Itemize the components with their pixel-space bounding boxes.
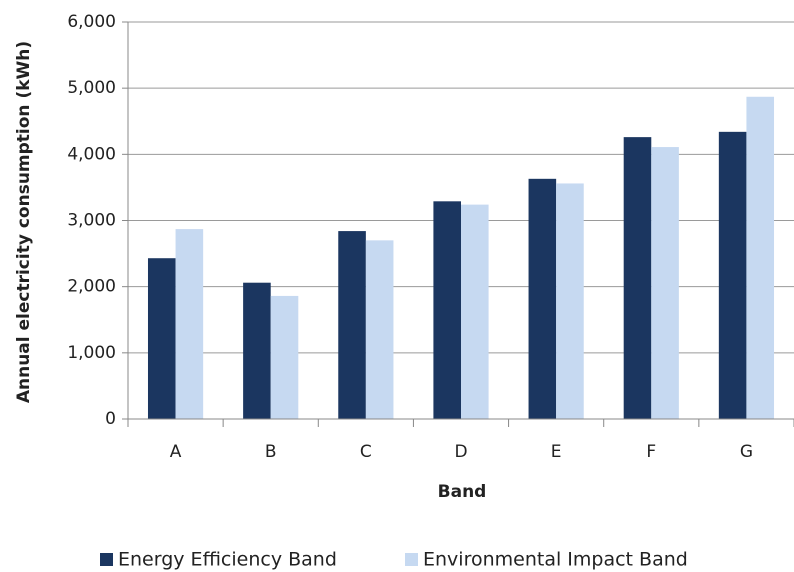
bar xyxy=(746,96,775,419)
y-tick-label: 4,000 xyxy=(67,144,116,164)
bar xyxy=(365,240,394,419)
x-tick-label: A xyxy=(170,442,182,462)
y-tick-label: 1,000 xyxy=(67,343,116,363)
legend-label: Energy Efficiency Band xyxy=(118,549,337,571)
y-tick-label: 2,000 xyxy=(67,277,116,297)
x-tick-label: E xyxy=(551,442,562,462)
legend-label: Environmental Impact Band xyxy=(423,549,688,571)
bar xyxy=(528,178,557,419)
bar xyxy=(243,282,271,419)
y-tick-label: 3,000 xyxy=(67,211,116,231)
bar xyxy=(270,295,299,419)
bar xyxy=(623,137,652,419)
y-tick-label: 6,000 xyxy=(67,12,116,32)
bar xyxy=(718,131,747,419)
bar xyxy=(175,229,204,419)
y-tick-label: 0 xyxy=(105,409,116,429)
bar xyxy=(433,201,461,419)
legend-swatch xyxy=(405,553,418,566)
bar xyxy=(651,147,679,419)
x-tick-label: F xyxy=(646,442,656,462)
y-tick-label: 5,000 xyxy=(67,78,116,98)
bar xyxy=(147,258,176,419)
x-axis-title: Band xyxy=(438,482,487,502)
x-tick-label: C xyxy=(360,442,372,462)
x-tick-label: G xyxy=(740,442,753,462)
legend-swatch xyxy=(100,553,113,566)
x-tick-label: B xyxy=(265,442,277,462)
y-axis-title: Annual electricity consumption (kWh) xyxy=(14,41,34,403)
bar xyxy=(338,231,366,419)
bar xyxy=(556,183,584,419)
bar xyxy=(461,204,489,419)
x-tick-label: D xyxy=(454,442,467,462)
